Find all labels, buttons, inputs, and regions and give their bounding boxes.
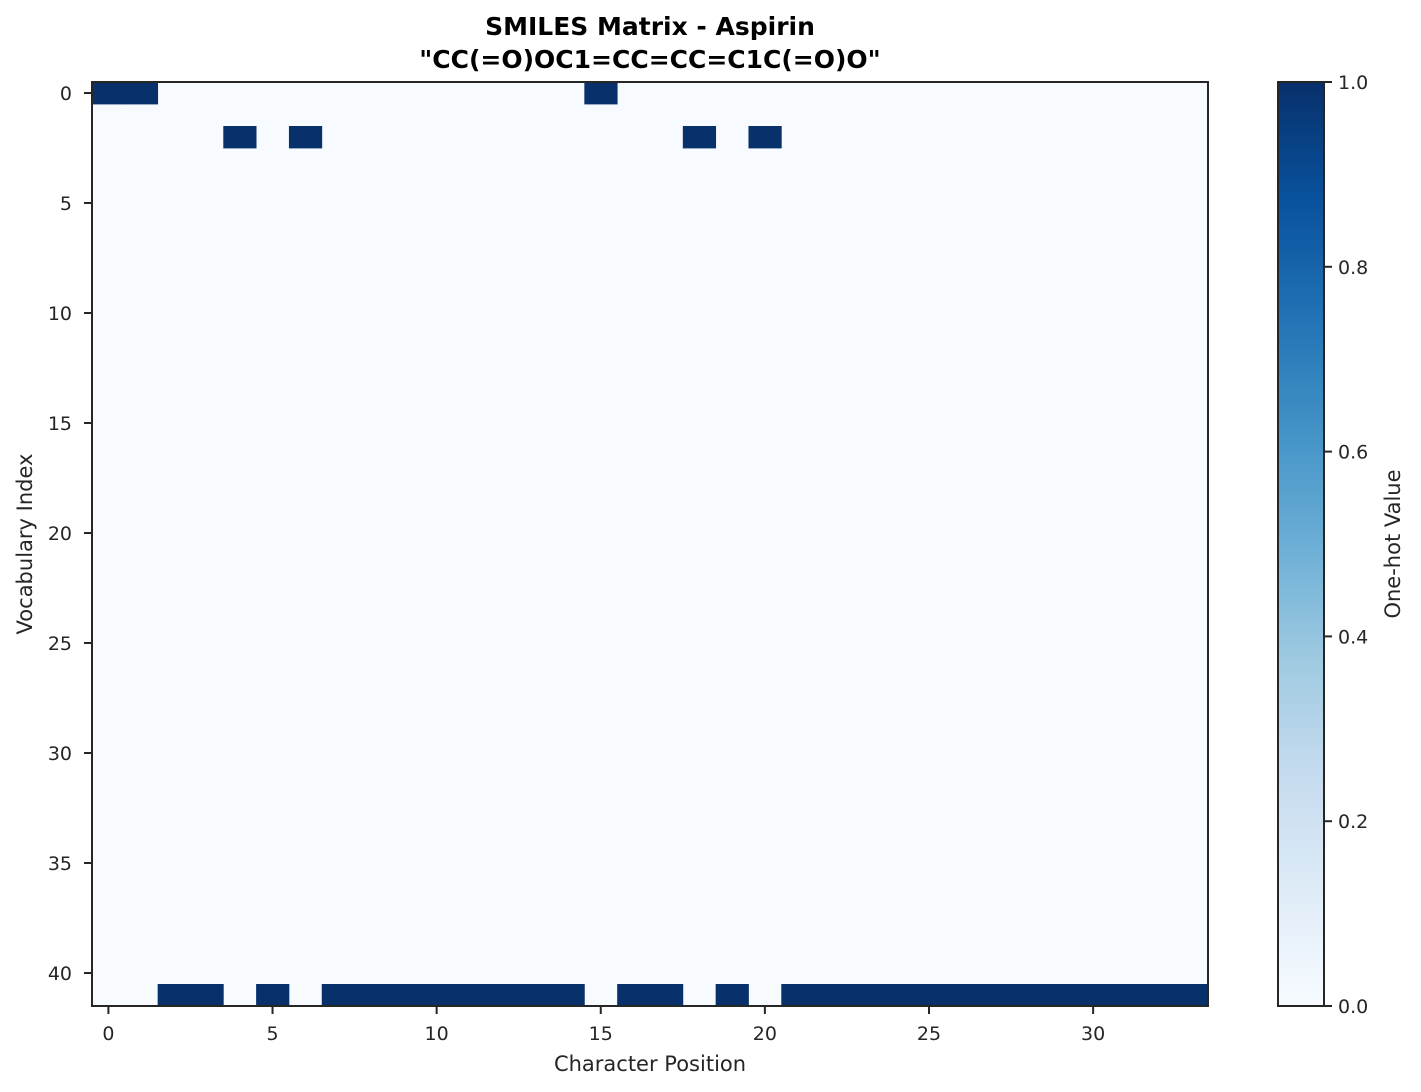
chart-title: SMILES Matrix - Aspirin <box>485 12 815 41</box>
heatmap-cell <box>682 126 717 149</box>
heatmap-cell <box>1011 984 1045 1007</box>
colorbar-ticks: 0.0 0.2 0.4 0.6 0.8 1.0 <box>1324 72 1368 1018</box>
y-tick-label: 5 <box>60 193 72 215</box>
y-tick-label: 30 <box>48 743 72 765</box>
x-tick-label: 30 <box>1081 1023 1105 1045</box>
x-tick-label: 0 <box>102 1023 114 1045</box>
heatmap-cell <box>387 984 421 1007</box>
heatmap-cell <box>584 82 618 105</box>
heatmap-cell <box>945 984 979 1007</box>
colorbar-gradient <box>1277 81 1325 1007</box>
heatmap-cell <box>814 984 848 1007</box>
y-tick-label: 0 <box>60 83 72 105</box>
x-tick-label: 25 <box>917 1023 941 1045</box>
plot-frame <box>91 81 1209 1007</box>
colorbar-tick-label: 0.0 <box>1338 996 1368 1018</box>
heatmap-cell <box>1175 984 1209 1007</box>
heatmap-cell <box>485 984 520 1007</box>
heatmap-cell <box>256 984 290 1007</box>
plot-area <box>91 81 1209 1007</box>
heatmap-cell <box>190 984 224 1007</box>
y-tick-label: 10 <box>48 303 72 325</box>
heatmap-cell <box>321 984 355 1007</box>
heatmap-cell <box>518 984 552 1007</box>
heatmap-cell <box>846 984 881 1007</box>
colorbar-tick-label: 0.6 <box>1338 442 1368 464</box>
heatmap-cell <box>781 984 815 1007</box>
x-tick-label: 15 <box>589 1023 613 1045</box>
x-axis: 0 5 10 15 20 25 30 <box>102 1006 1105 1045</box>
heatmap-cell <box>288 126 323 149</box>
x-axis-label: Character Position <box>554 1052 746 1076</box>
colorbar-tick-label: 0.4 <box>1338 626 1368 648</box>
heatmap-cell <box>420 984 454 1007</box>
y-tick-label: 20 <box>48 523 72 545</box>
y-axis: 0 5 10 15 20 25 30 35 40 <box>48 83 92 985</box>
heatmap-cell <box>223 126 257 149</box>
heatmap-cell <box>1076 984 1110 1007</box>
heatmap-cell <box>912 984 946 1007</box>
heatmap-cell <box>1109 984 1143 1007</box>
heatmap-cell <box>879 984 913 1007</box>
heatmap-cell <box>157 984 191 1007</box>
y-axis-label: Vocabulary Index <box>13 454 37 635</box>
colorbar-tick-label: 0.2 <box>1338 811 1368 833</box>
y-tick-label: 35 <box>48 853 72 875</box>
colorbar-tick-label: 0.8 <box>1338 257 1368 279</box>
colorbar-label: One-hot Value <box>1381 469 1405 618</box>
heatmap-background <box>92 82 1208 1006</box>
heatmap-cell <box>453 984 487 1007</box>
x-tick-label: 20 <box>753 1023 777 1045</box>
heatmap-cells <box>92 82 1209 1007</box>
heatmap-cell <box>617 984 651 1007</box>
x-tick-label: 5 <box>266 1023 278 1045</box>
y-tick-label: 40 <box>48 963 72 985</box>
chart-subtitle: "CC(=O)OC1=CC=CC=C1C(=O)O" <box>419 45 880 74</box>
heatmap-cell <box>124 82 159 105</box>
heatmap-cell <box>1043 984 1078 1007</box>
heatmap-cell <box>1142 984 1176 1007</box>
heatmap-cell <box>92 82 126 105</box>
colorbar-tick-label: 1.0 <box>1338 72 1368 94</box>
heatmap-cell <box>650 984 684 1007</box>
x-tick-label: 10 <box>425 1023 449 1045</box>
y-tick-label: 15 <box>48 413 72 435</box>
heatmap-cell <box>551 984 585 1007</box>
heatmap-cell <box>978 984 1012 1007</box>
heatmap-cell <box>715 984 749 1007</box>
y-tick-label: 25 <box>48 633 72 655</box>
colorbar: 0.0 0.2 0.4 0.6 0.8 1.0 One-hot Value <box>1277 72 1405 1018</box>
heatmap-cell <box>354 984 388 1007</box>
heatmap-cell <box>748 126 782 149</box>
